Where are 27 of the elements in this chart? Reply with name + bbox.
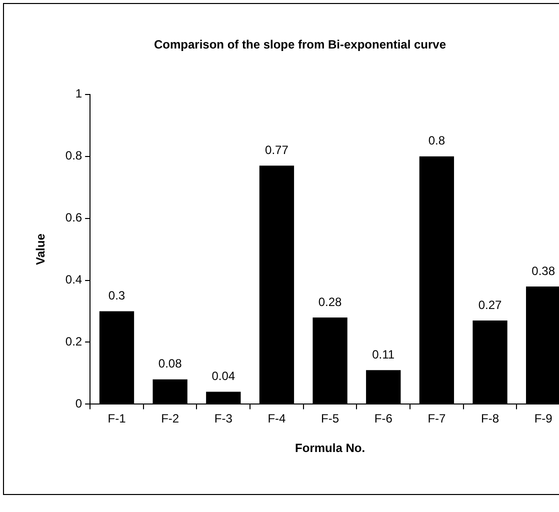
x-tick-label: F-9 [534,412,553,426]
data-label: 0.04 [212,369,236,384]
y-tick-label: 0.6 [65,210,82,225]
data-label: 0.3 [108,288,126,303]
y-tick-label: 0 [75,396,82,411]
data-label: 0.11 [372,347,395,362]
y-tick-label: 0.2 [65,334,82,349]
x-tick-label: F-4 [268,412,286,426]
data-label: 0.08 [158,356,182,371]
y-tick-label: 0.4 [65,272,82,287]
x-tick-label: F-3 [214,412,233,426]
y-tick-label: 1 [75,86,82,101]
x-tick-label: F-1 [108,412,126,426]
x-tick-label: F-2 [161,412,180,426]
x-tick-label: F-8 [481,412,500,426]
y-tick-label: 0.8 [65,148,82,163]
chart-title: Comparison of the slope from Bi-exponential curve [154,38,446,52]
data-label: 0.38 [532,264,556,278]
x-tick-label: F-5 [321,412,340,426]
x-tick-label: F-7 [428,412,446,426]
x-tick-label: F-6 [374,412,393,426]
x-axis-title: Formula No. [295,441,366,456]
y-axis-title: Value [34,233,48,265]
data-label: 0.27 [478,298,502,312]
data-label: 0.77 [265,142,289,157]
data-label: 0.28 [318,294,342,309]
data-label: 0.8 [428,134,446,148]
